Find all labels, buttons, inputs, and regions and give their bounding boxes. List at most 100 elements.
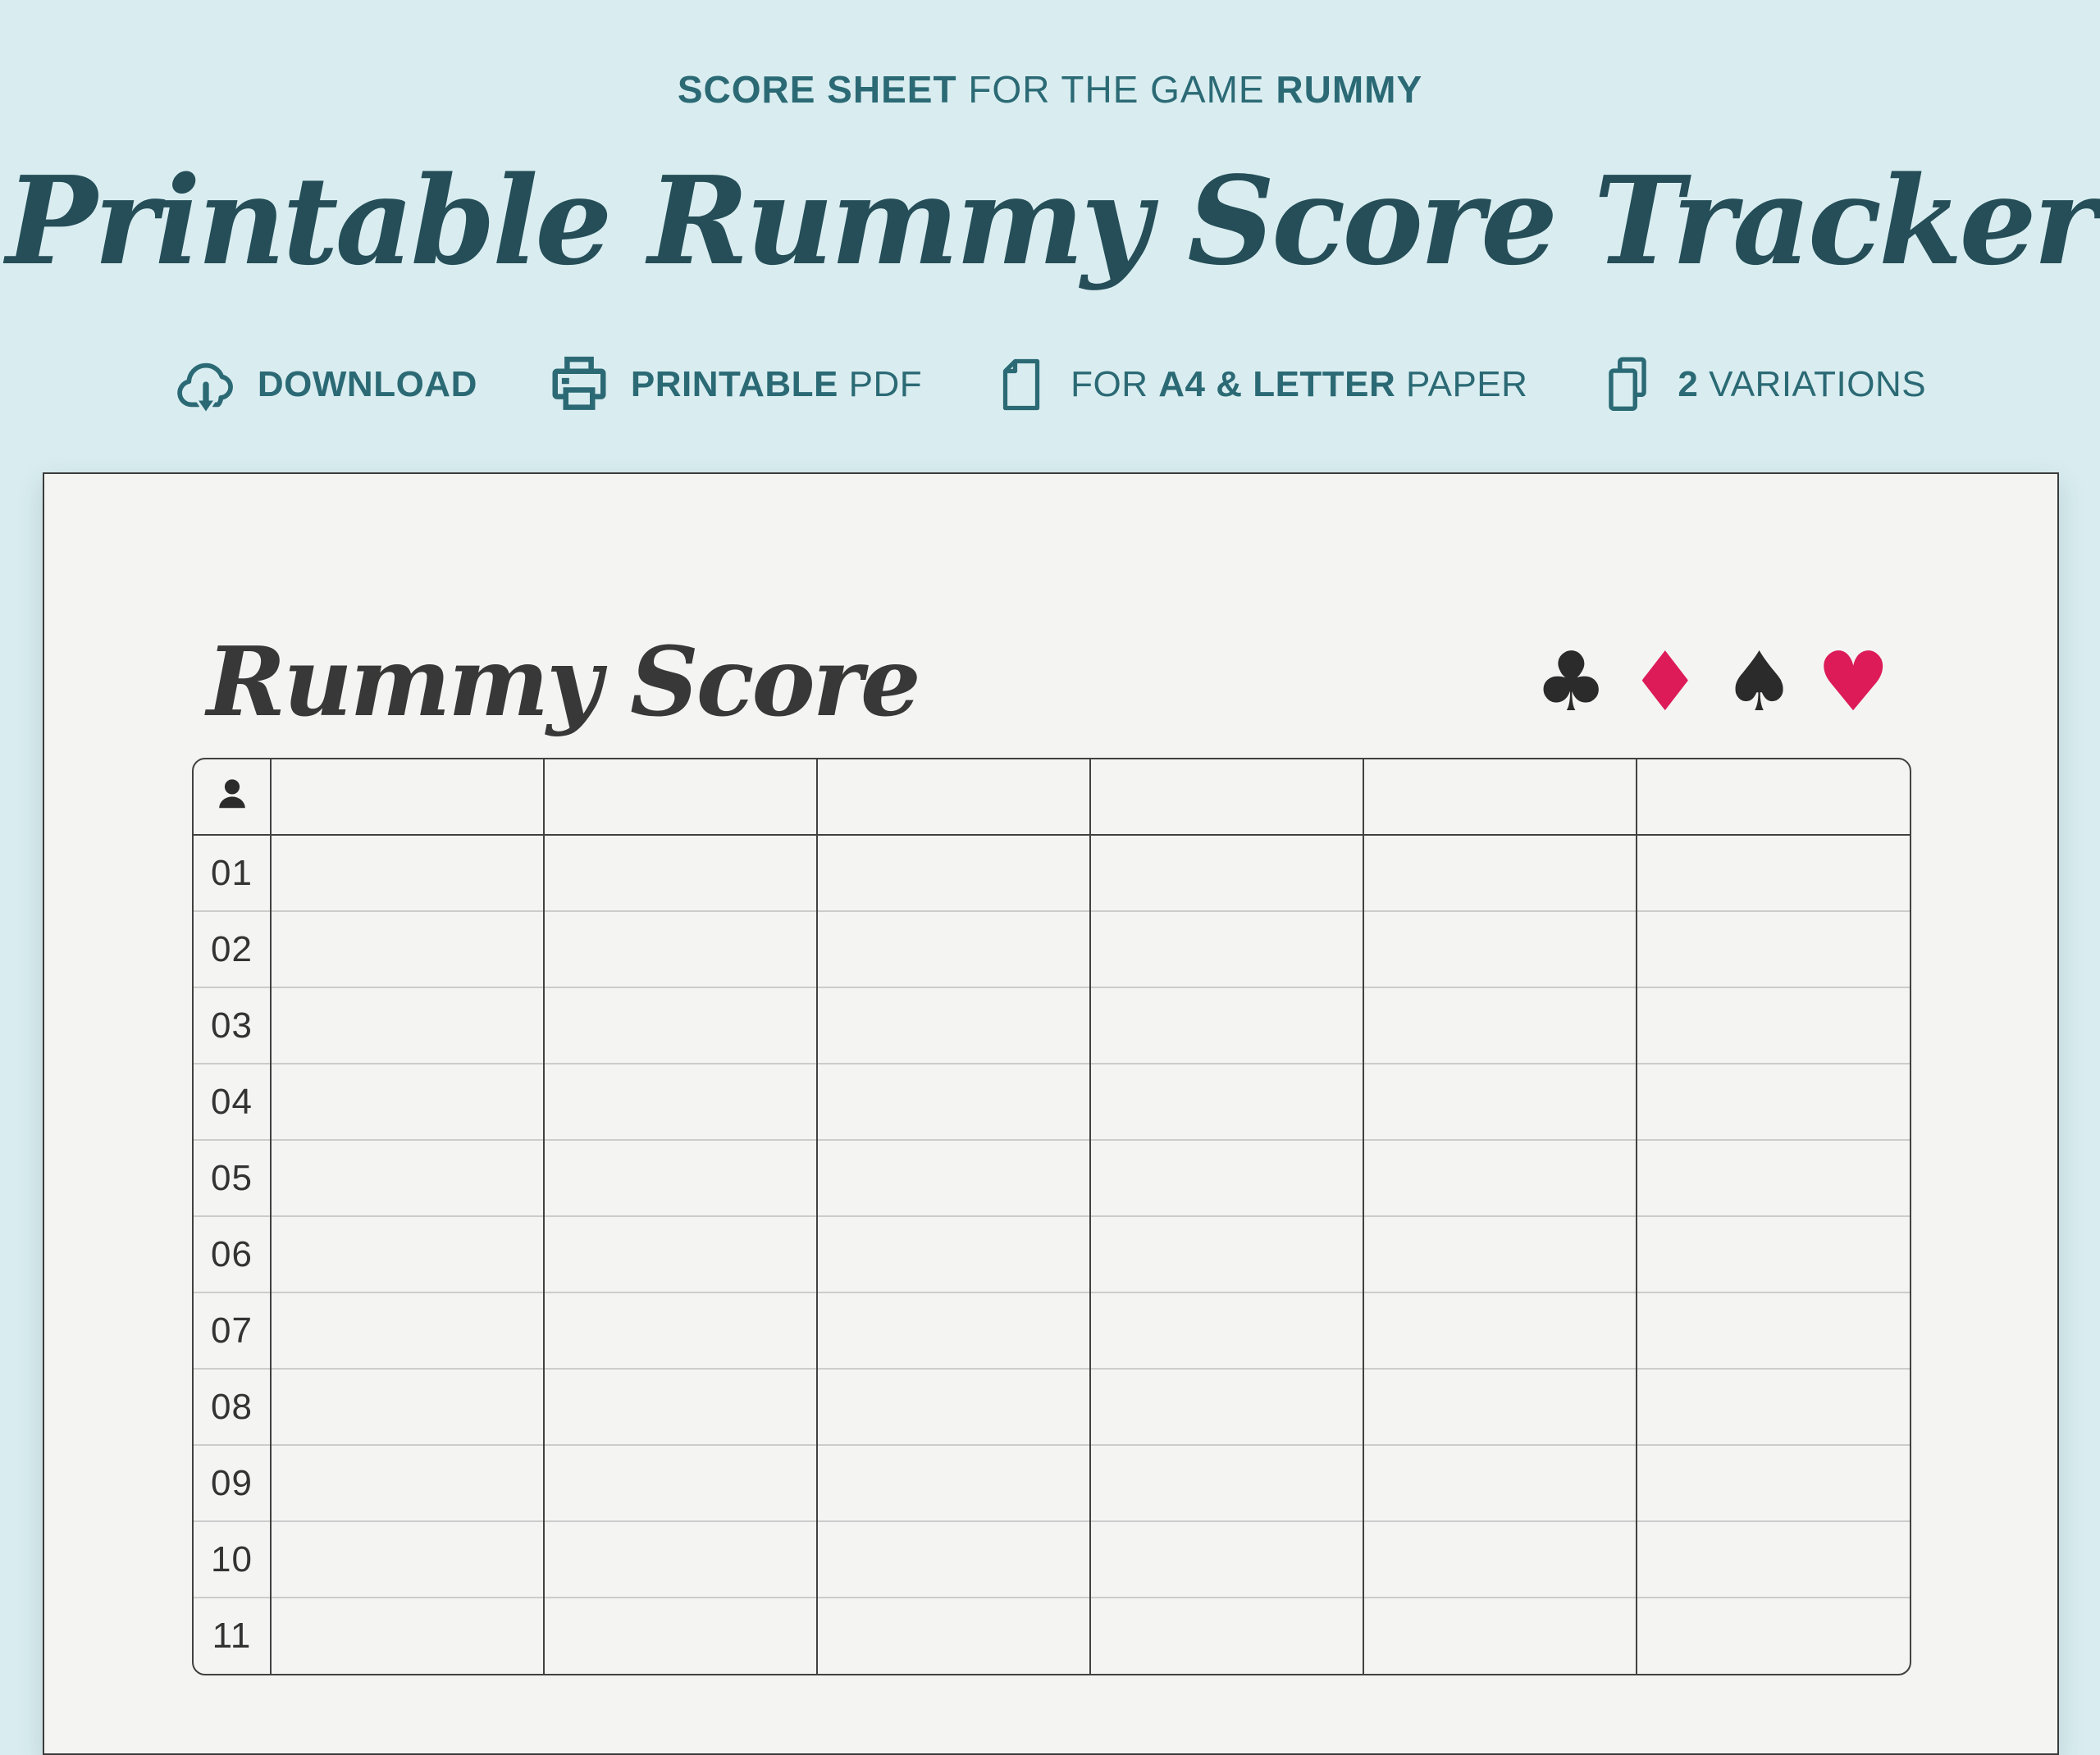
score-cell [1636, 1292, 1910, 1369]
score-cell [1636, 835, 1910, 911]
table-row: 08 [194, 1369, 1910, 1445]
table-row: 05 [194, 1140, 1910, 1216]
score-cell [270, 1140, 544, 1216]
score-cell [1089, 1140, 1363, 1216]
score-cell [816, 1216, 1090, 1292]
feature-variations: 2 VARIATIONS [1597, 353, 1926, 417]
score-cell [543, 1216, 817, 1292]
score-cell [270, 1216, 544, 1292]
score-cell [1363, 987, 1637, 1064]
score-cell [1089, 835, 1363, 911]
sheet-title: Rummy Score [207, 627, 921, 738]
score-cell [1636, 1445, 1910, 1521]
round-number: 07 [211, 1310, 253, 1351]
table-row: 01 [194, 835, 1910, 911]
round-number: 04 [211, 1081, 253, 1122]
score-cell [270, 1292, 544, 1369]
score-cell [816, 1064, 1090, 1140]
eyebrow-middle: FOR THE GAME [956, 68, 1276, 111]
feature-text-bold: DOWNLOAD [257, 364, 477, 404]
score-cell [543, 1598, 817, 1674]
score-cell [1089, 911, 1363, 987]
feature-label: PRINTABLE PDF [631, 364, 922, 405]
score-cell [543, 1369, 817, 1445]
spade-icon: ♠ [1722, 634, 1796, 730]
feature-label: 2 VARIATIONS [1678, 364, 1926, 405]
round-number: 02 [211, 928, 253, 969]
score-cell [1363, 1064, 1637, 1140]
eyebrow-subtitle: SCORE SHEET FOR THE GAME RUMMY [0, 67, 2100, 112]
feature-text-bold: A4 & LETTER [1158, 364, 1396, 404]
table-row: 11 [194, 1598, 1910, 1674]
player-name-cell [1089, 759, 1363, 835]
score-table: 01 02 03 04 05 06 07 08 09 10 11 [194, 759, 1910, 1674]
player-icon [218, 779, 245, 809]
score-cell [270, 1445, 544, 1521]
score-cell [270, 835, 544, 911]
feature-text: VARIATIONS [1698, 364, 1927, 404]
page: { "colors": { "background": "#d9edf0", "… [0, 67, 2100, 1755]
score-cell [543, 911, 817, 987]
score-cell [270, 987, 544, 1064]
eyebrow-bold-left: SCORE SHEET [677, 68, 957, 111]
score-cell [816, 1521, 1090, 1598]
player-header-row [194, 759, 1910, 835]
score-cell [1089, 1369, 1363, 1445]
feature-text: FOR [1071, 364, 1159, 404]
score-table-frame: 01 02 03 04 05 06 07 08 09 10 11 [192, 758, 1911, 1675]
page-title: Printable Rummy Score Tracker [6, 149, 2097, 292]
score-cell [816, 1598, 1090, 1674]
score-cell [1089, 1064, 1363, 1140]
card-suits: ♣ ♦ ♠ ♥ [1534, 641, 1890, 723]
score-cell [543, 1292, 817, 1369]
score-cell [543, 835, 817, 911]
cloud-download-icon [177, 362, 233, 417]
score-cell [816, 911, 1090, 987]
score-cell [816, 1445, 1090, 1521]
score-cell [1089, 1216, 1363, 1292]
score-cell [1363, 1598, 1637, 1674]
player-name-cell [270, 759, 544, 835]
score-cell [1363, 835, 1637, 911]
player-name-cell [1636, 759, 1910, 835]
score-cell [1363, 1369, 1637, 1445]
score-cell [816, 1369, 1090, 1445]
table-row: 10 [194, 1521, 1910, 1598]
feature-text: PAPER [1395, 364, 1528, 404]
score-cell [1089, 987, 1363, 1064]
score-cell [1363, 911, 1637, 987]
score-cell [816, 835, 1090, 911]
score-cell [1363, 1216, 1637, 1292]
table-row: 09 [194, 1445, 1910, 1521]
paper-size-icon [1002, 358, 1040, 411]
player-name-cell [816, 759, 1090, 835]
feature-label: FOR A4 & LETTER PAPER [1071, 364, 1527, 405]
round-number: 09 [211, 1462, 253, 1503]
score-cell [543, 1140, 817, 1216]
feature-text-bold: 2 [1678, 364, 1699, 404]
feature-paper-size: FOR A4 & LETTER PAPER [992, 353, 1527, 417]
score-cell [270, 911, 544, 987]
score-cell [1636, 987, 1910, 1064]
score-cell [1089, 1598, 1363, 1674]
score-cell [543, 1064, 817, 1140]
score-cell [543, 1445, 817, 1521]
paper-sheet: Rummy Score ♣ ♦ ♠ ♥ [43, 472, 2059, 1755]
heart-icon: ♥ [1816, 634, 1890, 730]
feature-printable-pdf: PRINTABLE PDF [547, 353, 922, 417]
score-cell [270, 1521, 544, 1598]
round-number: 03 [211, 1005, 253, 1046]
round-number: 06 [211, 1233, 253, 1274]
score-cell [1636, 1521, 1910, 1598]
score-cell [1636, 1369, 1910, 1445]
table-row: 04 [194, 1064, 1910, 1140]
player-name-cell [543, 759, 817, 835]
player-name-cell [1363, 759, 1637, 835]
score-cell [1636, 1598, 1910, 1674]
score-cell [1636, 1140, 1910, 1216]
score-cell [1089, 1292, 1363, 1369]
score-cell [1363, 1445, 1637, 1521]
round-number: 05 [211, 1157, 253, 1198]
feature-text-bold: PRINTABLE [630, 364, 838, 404]
score-cell [1363, 1140, 1637, 1216]
